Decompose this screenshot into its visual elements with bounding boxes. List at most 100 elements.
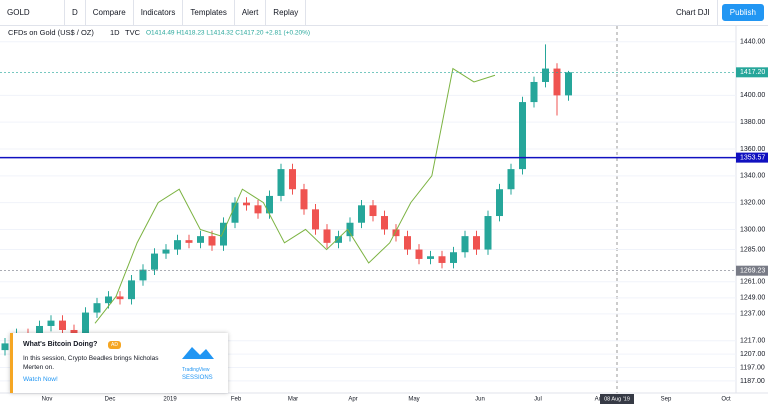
x-tick-label: Jun	[475, 397, 485, 403]
candle-body	[82, 312, 89, 335]
indicators-button[interactable]: Indicators	[134, 0, 184, 26]
publish-button[interactable]: Publish	[721, 4, 764, 21]
candle-body	[484, 216, 492, 250]
popup-text: In this session, Crypto Beadles brings N…	[23, 355, 159, 371]
candle-body	[70, 329, 78, 335]
legend-name: CFDs on Gold (US$ / OZ)	[8, 28, 94, 37]
candle-body	[1, 343, 9, 351]
x-tick-label: Nov	[42, 397, 53, 403]
x-tick-label: Sep	[661, 397, 672, 403]
candle-body	[277, 169, 285, 196]
candle-body	[139, 269, 147, 281]
candle-body	[369, 205, 377, 217]
alert-button[interactable]: Alert	[235, 0, 267, 26]
x-tick-label: Apr	[348, 397, 357, 403]
candle-body	[519, 102, 526, 170]
candle-body	[346, 222, 354, 237]
candle-body	[266, 195, 273, 214]
layout-button[interactable]: Chart DJI	[669, 0, 718, 26]
y-tick-label: 1187.00	[740, 378, 765, 385]
templates-button[interactable]: Templates	[183, 0, 235, 26]
candle-body	[404, 236, 411, 250]
ad-badge: AD	[108, 341, 121, 349]
candle-body	[289, 169, 296, 190]
brand-sub: SESSIONS	[182, 375, 213, 381]
popup-title: What's Bitcoin Doing?	[23, 341, 98, 348]
x-tick-label: Feb	[231, 397, 242, 403]
x-tick-label: Mar	[288, 397, 298, 403]
candle-body	[185, 240, 193, 243]
y-tick-label: 1360.00	[740, 146, 765, 153]
price-tag	[736, 152, 768, 163]
candle-body	[162, 249, 170, 254]
y-tick-label: 1300.00	[740, 226, 765, 233]
candle-body	[243, 202, 250, 206]
x-tick-label: May	[408, 397, 419, 403]
candle-body	[128, 280, 135, 300]
y-tick-label: 1340.00	[740, 173, 765, 180]
candle-body	[220, 222, 227, 246]
candle-body	[174, 240, 181, 250]
y-tick-label: 1440.00	[740, 39, 765, 46]
candle-body	[93, 303, 101, 313]
candle-body	[542, 68, 549, 82]
compare-button[interactable]: Compare	[86, 0, 134, 26]
y-tick-label: 1249.00	[740, 295, 765, 302]
legend-interval: 1D	[110, 28, 120, 37]
crosshair-label: 08 Aug '19	[604, 396, 630, 402]
candle-body	[415, 249, 423, 259]
replay-button[interactable]: Replay	[266, 0, 307, 26]
candle-body	[231, 202, 239, 223]
price-tag-label: 1269.23	[740, 268, 765, 275]
candle-body	[427, 256, 434, 259]
candle-body	[496, 189, 503, 217]
candle-body	[358, 205, 365, 223]
candle-body	[151, 253, 158, 270]
crosshair-tag	[600, 394, 634, 404]
chart: CFDs on Gold (US$ / OZ) 1D TVC O1414.49 …	[0, 26, 768, 404]
candle-body	[197, 236, 204, 243]
candle-body	[116, 296, 124, 300]
candle-body	[450, 252, 457, 263]
y-tick-label: 1197.00	[740, 364, 765, 371]
candle-body	[507, 169, 515, 190]
x-tick-label: Dec	[105, 397, 116, 403]
price-tag-label: 1417.20	[740, 69, 765, 76]
x-tick-label: Oct	[721, 397, 731, 403]
candle-body	[335, 236, 342, 243]
candle-body	[300, 189, 308, 210]
legend-ohlc: O1414.49 H1418.23 L1414.32 C1417.20 +2.8…	[146, 30, 310, 37]
y-tick-label: 1285.00	[740, 246, 765, 253]
price-tag	[736, 67, 768, 78]
candle-body	[392, 229, 400, 237]
logo	[182, 347, 214, 359]
x-tick-label: Jul	[534, 397, 542, 403]
accent	[10, 333, 13, 393]
candle-body	[323, 229, 331, 243]
symbol-input[interactable]: GOLD	[0, 0, 65, 26]
y-tick-label: 1207.00	[740, 351, 765, 358]
candle-body	[208, 236, 216, 246]
candle-body	[254, 205, 262, 214]
candle-body	[105, 296, 112, 304]
candle-body	[553, 68, 561, 96]
watch-link[interactable]: Watch Now!	[23, 376, 58, 383]
candle-body	[473, 236, 480, 250]
candle-body	[565, 72, 572, 96]
y-tick-label: 1400.00	[740, 92, 765, 99]
candle-body	[312, 209, 319, 230]
toolbar: GOLD D Compare Indicators Templates Aler…	[0, 0, 768, 26]
y-tick-label: 1217.00	[740, 338, 765, 345]
candle-body	[59, 320, 66, 330]
y-tick-label: 1261.00	[740, 279, 765, 286]
promo-popup: What's Bitcoin Doing? AD In this session…	[10, 333, 228, 393]
candle-body	[461, 236, 469, 253]
candle-body	[438, 256, 446, 263]
price-tag-label: 1353.57	[740, 154, 765, 161]
y-tick-label: 1320.00	[740, 199, 765, 206]
price-tag	[736, 265, 768, 276]
candle-body	[47, 320, 55, 326]
brand: TradingView	[182, 367, 210, 373]
interval-button[interactable]: D	[65, 0, 86, 26]
